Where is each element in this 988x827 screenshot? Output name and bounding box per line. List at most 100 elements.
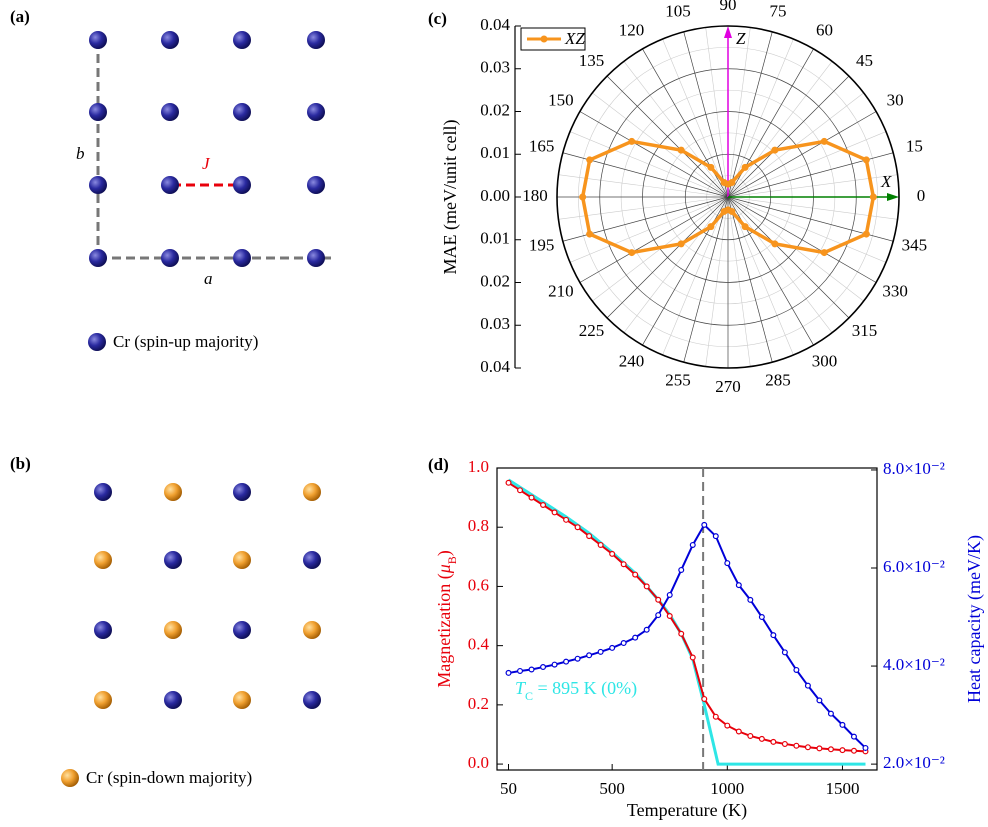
series-point xyxy=(579,194,586,201)
series-point xyxy=(806,683,811,688)
series-point xyxy=(725,561,730,566)
series-point xyxy=(728,208,735,215)
atom xyxy=(233,621,251,639)
series-point xyxy=(713,714,718,719)
atom xyxy=(233,551,251,569)
legend-text: Cr (spin-up majority) xyxy=(113,332,258,351)
series-point xyxy=(821,138,828,145)
series-point xyxy=(829,711,834,716)
r-tick-label: 0.04 xyxy=(480,357,510,376)
atom xyxy=(307,249,325,267)
y-axis-title-part: Magnetization ( xyxy=(434,573,455,687)
series-point xyxy=(707,223,714,230)
series-point xyxy=(748,734,753,739)
atom xyxy=(89,31,107,49)
series-point xyxy=(736,729,741,734)
r-tick-label: 0.03 xyxy=(480,58,510,77)
atom xyxy=(161,103,179,121)
series-point xyxy=(656,613,661,618)
r-tick-label: 0.04 xyxy=(480,15,510,34)
r-tick-label: 0.02 xyxy=(480,271,510,290)
series-point xyxy=(633,635,638,640)
series-point xyxy=(782,742,787,747)
series-line xyxy=(509,525,866,748)
series-point xyxy=(518,488,523,493)
series-point xyxy=(759,737,764,742)
x-arrow-head xyxy=(887,193,899,201)
series-point xyxy=(587,534,592,539)
series-point xyxy=(679,568,684,573)
theta-tick-label: 285 xyxy=(765,370,791,389)
series-point xyxy=(806,745,811,750)
series-point xyxy=(598,649,603,654)
atom xyxy=(303,551,321,569)
series-point xyxy=(794,668,799,673)
annotation: TC = 895 K (0%) xyxy=(515,678,637,703)
series-point xyxy=(575,525,580,530)
series-point xyxy=(541,665,546,670)
annotation-part: C xyxy=(525,689,533,703)
theta-tick-label: 345 xyxy=(902,235,928,254)
series-point xyxy=(667,614,672,619)
atom xyxy=(233,249,251,267)
legend-atom xyxy=(61,769,79,787)
series-point xyxy=(610,646,615,651)
atom xyxy=(94,621,112,639)
r-axis-title: MAE (meV/unit cell) xyxy=(440,120,461,275)
x-axis-title: Temperature (K) xyxy=(627,800,747,821)
series-point xyxy=(863,746,868,751)
page: (a) b a J Cr (spin-up majority) (b) Cr (… xyxy=(0,0,988,827)
atom xyxy=(161,176,179,194)
series-point xyxy=(667,593,672,598)
x-tick-label: 1500 xyxy=(825,779,859,798)
series-point xyxy=(742,164,749,171)
atom xyxy=(303,483,321,501)
atom xyxy=(89,176,107,194)
series-point xyxy=(759,615,764,620)
theta-tick-label: 120 xyxy=(619,20,645,39)
x-tick-label: 500 xyxy=(599,779,625,798)
series-point xyxy=(771,739,776,744)
panel-label: (a) xyxy=(10,7,30,26)
y2-tick-label: 6.0×10⁻² xyxy=(883,557,945,576)
legend-text: Cr (spin-down majority) xyxy=(86,768,252,787)
theta-tick-label: 225 xyxy=(579,321,605,340)
series-point xyxy=(863,231,870,238)
atom xyxy=(233,691,251,709)
theta-tick-label: 105 xyxy=(665,1,691,20)
atom xyxy=(303,621,321,639)
y-tick-label: 0.8 xyxy=(468,516,489,535)
atom xyxy=(161,31,179,49)
series-point xyxy=(678,240,685,247)
series-point xyxy=(586,231,593,238)
theta-tick-label: 165 xyxy=(529,136,555,155)
theta-tick-label: 300 xyxy=(812,351,838,370)
atom xyxy=(164,621,182,639)
series-point xyxy=(586,156,593,163)
coupling-label: J xyxy=(202,154,211,173)
y-tick-label: 0.4 xyxy=(468,635,490,654)
atom xyxy=(89,249,107,267)
legend-text: XZ xyxy=(564,29,585,48)
atom xyxy=(233,31,251,49)
series-point xyxy=(821,249,828,256)
atom xyxy=(161,249,179,267)
theta-tick-label: 180 xyxy=(522,186,548,205)
series-point xyxy=(840,722,845,727)
atom xyxy=(307,31,325,49)
series-point xyxy=(840,748,845,753)
series-point xyxy=(628,249,635,256)
series-point xyxy=(782,650,787,655)
theta-tick-label: 330 xyxy=(882,281,908,300)
series-point xyxy=(518,669,523,674)
series-point xyxy=(506,480,511,485)
y2-axis-title: Heat capacity (meV/K) xyxy=(964,535,985,703)
theta-tick-label: 60 xyxy=(816,20,833,39)
atom xyxy=(94,551,112,569)
y-axis-title-part: ) xyxy=(434,550,455,556)
atom xyxy=(307,176,325,194)
series-point xyxy=(656,597,661,602)
r-tick-label: 0.02 xyxy=(480,100,510,119)
series-point xyxy=(863,156,870,163)
atom xyxy=(233,103,251,121)
